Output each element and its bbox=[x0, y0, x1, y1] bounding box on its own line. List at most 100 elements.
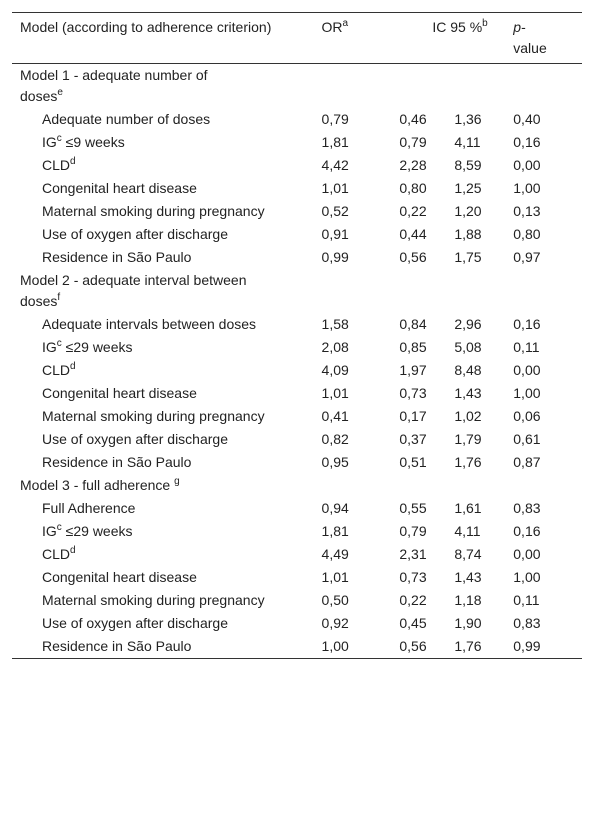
cell-or: 0,91 bbox=[321, 226, 349, 242]
model-title-text: Model 2 - adequate interval between dose… bbox=[20, 270, 250, 312]
row-label: IGc ≤29 weeks bbox=[12, 520, 313, 543]
cell-or: 4,49 bbox=[321, 546, 349, 562]
row-label: Congenital heart disease bbox=[12, 566, 313, 589]
row-label: IGc ≤29 weeks bbox=[12, 336, 313, 359]
header-row: Model (according to adherence criterion)… bbox=[12, 12, 582, 64]
row-label: Adequate intervals between doses bbox=[12, 313, 313, 336]
cell-or: 0,82 bbox=[321, 431, 349, 447]
text: Residence in São Paulo bbox=[42, 454, 192, 470]
text: Adequate number of doses bbox=[42, 111, 211, 127]
cell-or: 4,09 bbox=[321, 362, 349, 378]
cell-ci-high: 1,79 bbox=[454, 431, 482, 447]
data-row: IGc ≤9 weeks 1,81 0,79 4,11 0,16 bbox=[12, 131, 582, 154]
cell-or: 1,81 bbox=[321, 134, 349, 150]
row-label: Maternal smoking during pregnancy bbox=[12, 405, 313, 428]
cell-ci-high: 1,88 bbox=[454, 226, 482, 242]
cell-ci-high: 1,76 bbox=[454, 454, 482, 470]
cell-or: 0,41 bbox=[321, 408, 349, 424]
cell-p: 0,16 bbox=[513, 523, 541, 539]
row-label: Use of oxygen after discharge bbox=[12, 223, 313, 246]
model-row: Model 1 - adequate number of dosese bbox=[12, 64, 582, 109]
data-row: CLDd 4,49 2,31 8,74 0,00 bbox=[12, 543, 582, 566]
cell-ci-low: 0,55 bbox=[399, 500, 427, 516]
model-title: Model 1 - adequate number of dosese bbox=[12, 64, 582, 109]
row-label: Full Adherence bbox=[12, 497, 313, 520]
data-row: Congenital heart disease 1,01 0,73 1,43 1,00 bbox=[12, 382, 582, 405]
cell-ci-low: 0,22 bbox=[399, 203, 427, 219]
cell-p: 0,06 bbox=[513, 408, 541, 424]
superscript: c bbox=[56, 522, 62, 533]
superscript: d bbox=[70, 545, 76, 556]
cell-ci-high: 1,75 bbox=[454, 249, 482, 265]
data-row: Residence in São Paulo 1,00 0,56 1,76 0,99 bbox=[12, 635, 582, 659]
text: CLD bbox=[42, 546, 71, 562]
cell-p: 0,13 bbox=[513, 203, 541, 219]
data-row: Residence in São Paulo 0,99 0,56 1,75 0,97 bbox=[12, 246, 582, 269]
cell-ci-low: 0,84 bbox=[399, 316, 427, 332]
data-row: Full Adherence 0,94 0,55 1,61 0,83 bbox=[12, 497, 582, 520]
text: OR bbox=[321, 19, 343, 35]
cell-p: 0,11 bbox=[513, 592, 540, 608]
data-row: IGc ≤29 weeks 1,81 0,79 4,11 0,16 bbox=[12, 520, 582, 543]
cell-ci-low: 0,44 bbox=[399, 226, 427, 242]
cell-ci-low: 2,31 bbox=[399, 546, 427, 562]
text: Use of oxygen after discharge bbox=[42, 431, 228, 447]
table-header: Model (according to adherence criterion)… bbox=[12, 12, 582, 64]
cell-p: 0,16 bbox=[513, 134, 541, 150]
results-table: Model (according to adherence criterion)… bbox=[12, 12, 582, 659]
cell-p: 0,97 bbox=[513, 249, 541, 265]
cell-p: 0,99 bbox=[513, 638, 541, 654]
superscript: c bbox=[56, 338, 62, 349]
cell-ci-low: 0,51 bbox=[399, 454, 427, 470]
cell-p: 0,83 bbox=[513, 500, 541, 516]
superscript: g bbox=[174, 476, 180, 487]
model-title: Model 2 - adequate interval between dose… bbox=[12, 269, 582, 313]
cell-p: 0,83 bbox=[513, 615, 541, 631]
cell-or: 1,01 bbox=[321, 569, 349, 585]
row-label: Congenital heart disease bbox=[12, 177, 313, 200]
cell-p: 0,61 bbox=[513, 431, 541, 447]
cell-ci-high: 4,11 bbox=[454, 134, 481, 150]
cell-ci-high: 1,90 bbox=[454, 615, 482, 631]
text: Residence in São Paulo bbox=[42, 638, 192, 654]
superscript: a bbox=[342, 18, 349, 29]
cell-ci-high: 1,18 bbox=[454, 592, 482, 608]
text: Maternal smoking during pregnancy bbox=[42, 592, 265, 608]
row-label: Residence in São Paulo bbox=[12, 635, 313, 659]
data-row: Maternal smoking during pregnancy 0,50 0,2… bbox=[12, 589, 582, 612]
model-title-text: Model 1 - adequate number of dosese bbox=[20, 65, 250, 107]
superscript: d bbox=[70, 361, 76, 372]
superscript: c bbox=[56, 133, 62, 144]
cell-ci-high: 5,08 bbox=[454, 339, 482, 355]
data-row: Use of oxygen after discharge 0,82 0,37 1,7… bbox=[12, 428, 582, 451]
header-ci: IC 95 %b bbox=[393, 13, 505, 64]
cell-ci-low: 0,37 bbox=[399, 431, 427, 447]
cell-or: 0,52 bbox=[321, 203, 349, 219]
data-row: Maternal smoking during pregnancy 0,41 0,1… bbox=[12, 405, 582, 428]
cell-ci-high: 8,74 bbox=[454, 546, 482, 562]
text: Residence in São Paulo bbox=[42, 249, 192, 265]
cell-ci-high: 8,59 bbox=[454, 157, 482, 173]
cell-or: 1,81 bbox=[321, 523, 349, 539]
row-label: Maternal smoking during pregnancy bbox=[12, 589, 313, 612]
data-row: Residence in São Paulo 0,95 0,51 1,76 0,87 bbox=[12, 451, 582, 474]
data-row: Congenital heart disease 1,01 0,80 1,25 1,00 bbox=[12, 177, 582, 200]
cell-ci-low: 0,73 bbox=[399, 385, 427, 401]
cell-ci-high: 1,61 bbox=[454, 500, 482, 516]
text: Model 2 - adequate interval between dose… bbox=[20, 272, 247, 309]
cell-or: 1,58 bbox=[321, 316, 349, 332]
cell-ci-low: 0,79 bbox=[399, 134, 427, 150]
model-row: Model 3 - full adherence g bbox=[12, 474, 582, 497]
cell-p: 0,00 bbox=[513, 546, 541, 562]
italic-text: p bbox=[513, 19, 522, 35]
text: Model 1 - adequate number of doses bbox=[20, 67, 208, 104]
row-label: Maternal smoking during pregnancy bbox=[12, 200, 313, 223]
cell-ci-low: 0,22 bbox=[399, 592, 427, 608]
cell-p: 1,00 bbox=[513, 180, 541, 196]
cell-or: 0,50 bbox=[321, 592, 349, 608]
cell-ci-high: 1,36 bbox=[454, 111, 482, 127]
cell-ci-low: 0,56 bbox=[399, 249, 427, 265]
cell-ci-high: 1,43 bbox=[454, 385, 482, 401]
cell-p: 0,87 bbox=[513, 454, 541, 470]
